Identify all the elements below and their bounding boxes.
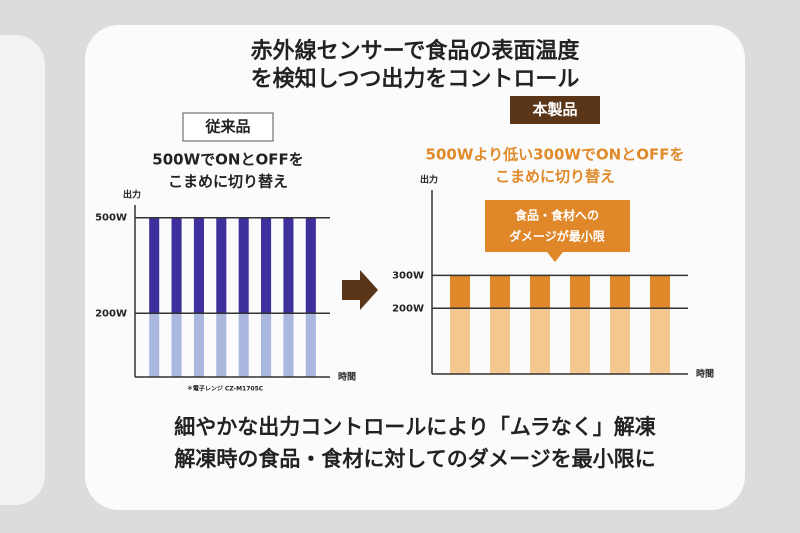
slide-card: [85, 25, 745, 510]
tag-box: [510, 96, 600, 124]
bar-segment: [149, 217, 160, 314]
tag-label: 従来品: [204, 118, 250, 136]
caption: 解凍時の食品・食材に対してのダメージを最小限に: [174, 447, 655, 471]
y-tick-label: 300W: [392, 270, 424, 281]
bar-segment: [171, 217, 182, 314]
bar-segment: [261, 313, 272, 377]
footnote: ＊電子レンジ CZ-M1705C: [187, 385, 264, 393]
x-axis-label: 時間: [696, 368, 714, 380]
tag-box: [182, 112, 274, 142]
bar-segment: [490, 308, 510, 374]
title: を検知しつつ出力をコントロール: [251, 66, 580, 92]
bar-segment: [610, 308, 630, 374]
bar-segment: [283, 217, 294, 314]
subtitle: 500Wより低い300WでONとOFFを: [426, 146, 685, 164]
x-axis-label: 時間: [338, 371, 356, 383]
y-axis-label: 出力: [420, 174, 438, 186]
bar-segment: [570, 308, 590, 374]
bar-segment: [283, 313, 294, 377]
bar-segment: [238, 313, 249, 377]
bar-segment: [530, 275, 550, 309]
annotation: 食品・食材への: [514, 208, 599, 223]
bar-segment: [305, 217, 316, 314]
y-axis-label: 出力: [123, 189, 141, 201]
bar-segment: [570, 275, 590, 309]
bar-segment: [650, 308, 670, 374]
prev-slide: [0, 35, 45, 505]
bar-segment: [530, 308, 550, 374]
title: 赤外線センサーで食品の表面温度: [251, 38, 581, 64]
bar-segment: [490, 275, 510, 309]
bar-segment: [238, 217, 249, 314]
bar-segment: [610, 275, 630, 309]
bar-segment: [216, 217, 227, 314]
bar-segment: [193, 217, 204, 314]
subtitle: 500WでONとOFFを: [152, 151, 303, 169]
y-tick-label: 200W: [392, 303, 424, 314]
arrow: [342, 270, 378, 310]
tag-label: 本製品: [532, 101, 577, 119]
bar-segment: [305, 313, 316, 377]
subtitle: こまめに切り替え: [168, 173, 288, 191]
bar-segment: [216, 313, 227, 377]
caption: 細やかな出力コントロールにより「ムラなく」解凍: [174, 415, 656, 439]
bar-segment: [450, 308, 470, 374]
bar-segment: [171, 313, 182, 377]
callout: [485, 200, 630, 262]
annotation: ダメージが最小限: [509, 229, 604, 244]
y-tick-label: 500W: [95, 213, 127, 224]
bar-segment: [193, 313, 204, 377]
bar-segment: [149, 313, 160, 377]
y-tick-label: 200W: [95, 308, 127, 319]
bar-segment: [450, 275, 470, 309]
bar-segment: [650, 275, 670, 309]
subtitle: こまめに切り替え: [495, 168, 615, 186]
bar-segment: [261, 217, 272, 314]
